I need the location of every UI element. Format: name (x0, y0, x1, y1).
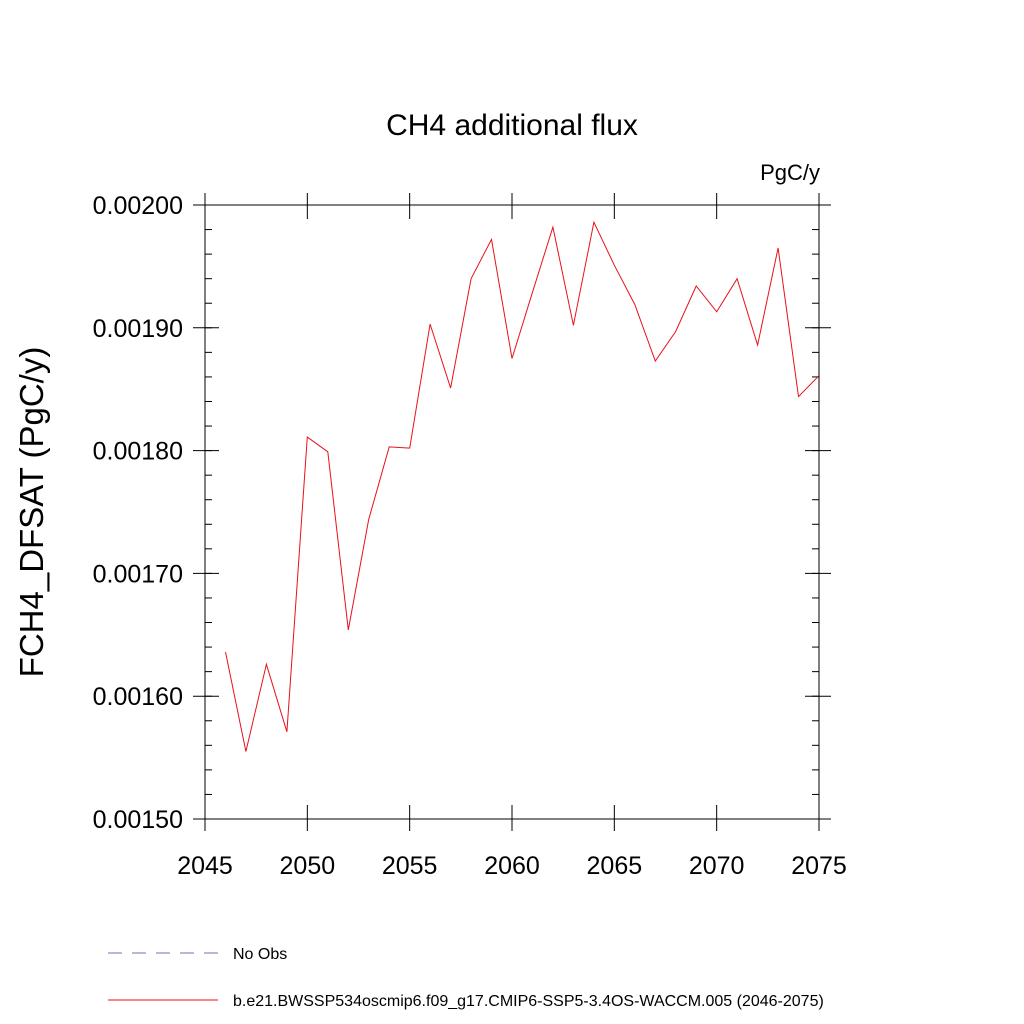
y-tick-label: 0.00180 (93, 438, 183, 466)
legend-label: b.e21.BWSSP534oscmip6.f09_g17.CMIP6-SSP5… (233, 993, 824, 1010)
y-axis-label: FCH4_DFSAT (PgC/y) (13, 347, 50, 678)
x-tick-label: 2045 (177, 852, 233, 880)
x-tick-label: 2065 (587, 852, 643, 880)
series-line (225, 220, 820, 752)
x-tick-label: 2050 (280, 852, 336, 880)
x-tick-label: 2075 (791, 852, 847, 880)
y-tick-label: 0.00190 (93, 315, 183, 343)
plot-frame (204, 204, 820, 820)
x-tick-label: 2070 (689, 852, 745, 880)
units-label: PgC/y (760, 160, 820, 185)
plot-lines (225, 220, 820, 752)
axis-ticks: 2045 2050 2055 2060 2065 2070 2075 0.00150 0.001… (93, 192, 847, 880)
y-tick-label: 0.00160 (93, 683, 183, 711)
y-tick-label: 0.00150 (93, 806, 183, 834)
legend-label: No Obs (233, 946, 287, 963)
y-tick-label: 0.00200 (93, 192, 183, 220)
chart-title: CH4 additional flux (386, 109, 638, 142)
y-tick-label: 0.00170 (93, 560, 183, 588)
legend: No Obs b.e21.BWSSP534oscmip6.f09_g17.CMIP… (108, 946, 824, 1010)
x-tick-label: 2060 (484, 852, 540, 880)
x-tick-label: 2055 (382, 852, 438, 880)
